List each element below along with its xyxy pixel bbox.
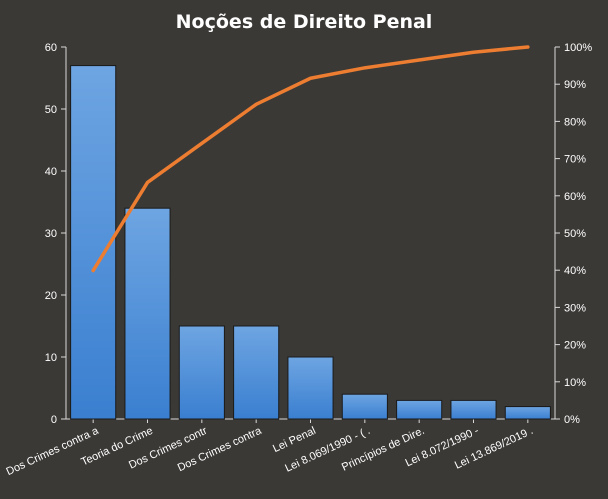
- bar: [450, 399, 497, 420]
- category-label: Dos Crimes contra a: [4, 424, 101, 478]
- bar: [341, 393, 388, 420]
- left-tick-label: 30: [45, 228, 57, 240]
- left-tick-label: 0: [51, 414, 57, 426]
- cumulative-line: [91, 45, 530, 273]
- right-tick-label: 0%: [564, 414, 580, 426]
- right-tick-label: 90%: [564, 79, 586, 91]
- left-tick-label: 40: [45, 166, 57, 178]
- cumulative-percent-line: [91, 45, 530, 273]
- bar: [178, 325, 225, 420]
- bar: [233, 325, 280, 420]
- right-tick-label: 80%: [564, 116, 586, 128]
- right-tick-label: 50%: [564, 228, 586, 240]
- left-tick-label: 60: [45, 42, 57, 54]
- chart-title: Noções de Direito Penal: [176, 11, 433, 33]
- left-tick-label: 10: [45, 352, 57, 364]
- bar: [287, 356, 334, 420]
- bar: [504, 406, 551, 420]
- right-tick-label: 20%: [564, 340, 586, 352]
- right-tick-label: 60%: [564, 191, 586, 203]
- right-tick-label: 40%: [564, 265, 586, 277]
- right-tick-label: 70%: [564, 154, 586, 166]
- left-tick-label: 20: [45, 290, 57, 302]
- bars: [70, 65, 551, 420]
- right-tick-label: 10%: [564, 377, 586, 389]
- left-tick-label: 50: [45, 104, 57, 116]
- bar: [70, 65, 117, 420]
- right-tick-label: 100%: [564, 42, 592, 54]
- right-tick-label: 30%: [564, 302, 586, 314]
- bar: [124, 207, 171, 420]
- bar: [396, 399, 443, 420]
